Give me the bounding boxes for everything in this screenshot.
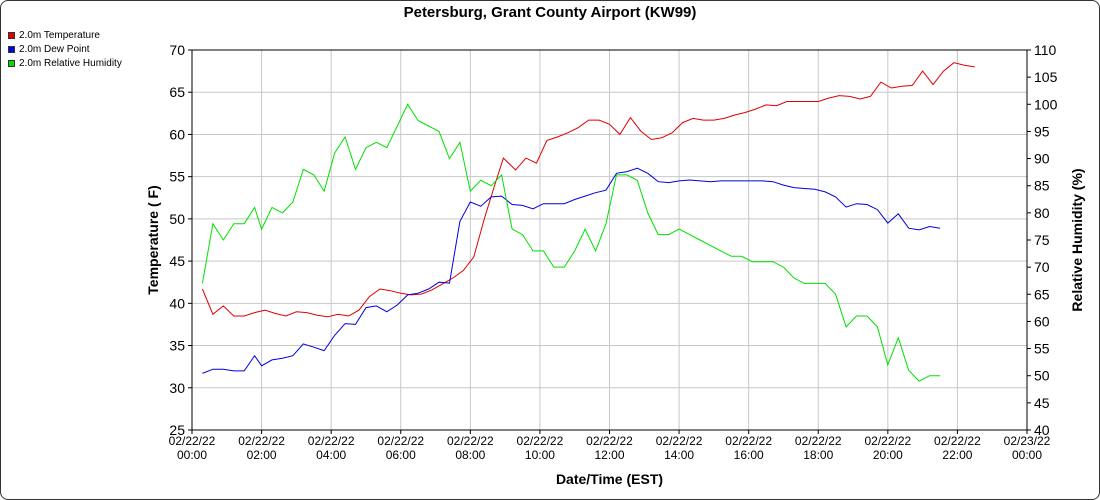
y-axis-label-right: Relative Humidity (%) [1069,168,1085,311]
x-tick-label-date: 02/22/22 [725,434,772,448]
y-tick-label-left: 35 [169,338,185,354]
y-axis-label-left: Temperature ( F) [145,185,161,294]
y-tick-label-right: 100 [1034,96,1058,112]
y-tick-label-left: 70 [169,42,185,58]
x-tick-label-date: 02/22/22 [586,434,633,448]
grid-lines [188,49,1031,434]
legend-label-relative-humidity: 2.0m Relative Humidity [19,57,122,69]
y-tick-label-right: 60 [1034,313,1050,329]
legend-swatch-relative-humidity [8,59,15,67]
x-tick-label-time: 00:00 [1012,448,1042,462]
axis-tick-labels: 02/22/2200:0002/22/2202:0002/22/2204:000… [169,42,1058,462]
series-layer [201,62,975,382]
y-tick-label-left: 50 [169,211,185,227]
y-tick-label-right: 40 [1034,422,1050,438]
x-tick-label-time: 08:00 [455,448,485,462]
legend-swatch-temperature [8,31,15,39]
series-line-2-0m-dew-point [202,167,941,374]
y-tick-label-right: 45 [1034,395,1050,411]
y-tick-label-right: 65 [1034,286,1050,302]
x-tick-label-time: 06:00 [386,448,416,462]
legend-label-dew-point: 2.0m Dew Point [19,43,90,55]
x-tick-label-time: 22:00 [942,448,972,462]
x-tick-label-date: 02/22/22 [447,434,494,448]
y-tick-label-left: 30 [169,380,185,396]
x-tick-label-date: 02/22/22 [795,434,842,448]
x-tick-label-time: 14:00 [664,448,694,462]
legend-swatch-dew-point [8,45,15,53]
x-tick-label-date: 02/22/22 [517,434,564,448]
y-tick-label-left: 25 [169,422,185,438]
legend-item-temperature: 2.0m Temperature [8,28,122,42]
y-tick-label-right: 105 [1034,69,1058,85]
x-tick-label-time: 10:00 [525,448,555,462]
y-tick-label-right: 85 [1034,178,1050,194]
legend-item-relative-humidity: 2.0m Relative Humidity [8,56,122,70]
x-tick-label-time: 04:00 [316,448,346,462]
legend-label-temperature: 2.0m Temperature [19,29,100,41]
y-tick-label-left: 55 [169,169,185,185]
x-tick-label-date: 02/23/22 [1004,434,1051,448]
x-tick-label-date: 02/22/22 [169,434,216,448]
y-tick-label-right: 55 [1034,341,1050,357]
plot-area-border [191,49,1028,431]
y-tick-label-right: 70 [1034,259,1050,275]
y-tick-label-left: 45 [169,253,185,269]
y-tick-label-right: 80 [1034,205,1050,221]
x-tick-label-time: 20:00 [873,448,903,462]
y-tick-label-left: 60 [169,126,185,142]
series-line-2-0m-relative-humidity [201,103,940,382]
x-tick-label-date: 02/22/22 [238,434,285,448]
y-tick-label-right: 50 [1034,368,1050,384]
y-tick-label-right: 75 [1034,232,1050,248]
x-tick-label-date: 02/22/22 [308,434,355,448]
x-tick-label-date: 02/22/22 [656,434,703,448]
x-tick-label-date: 02/22/22 [377,434,424,448]
y-tick-label-left: 65 [169,84,185,100]
y-tick-label-left: 40 [169,295,185,311]
x-tick-label-time: 00:00 [177,448,207,462]
legend-item-dew-point: 2.0m Dew Point [8,42,122,56]
x-tick-label-time: 16:00 [734,448,764,462]
x-tick-label-date: 02/22/22 [934,434,981,448]
y-tick-label-right: 90 [1034,151,1050,167]
chart-title: Petersburg, Grant County Airport (KW99) [403,4,697,21]
x-tick-label-time: 12:00 [594,448,624,462]
legend: 2.0m Temperature 2.0m Dew Point 2.0m Rel… [8,28,122,70]
y-tick-label-right: 110 [1034,42,1057,58]
y-tick-label-right: 95 [1034,123,1050,139]
series-line-2-0m-temperature [201,62,975,318]
x-tick-label-date: 02/22/22 [864,434,911,448]
x-axis-label: Date/Time (EST) [556,471,663,487]
x-tick-label-time: 18:00 [803,448,833,462]
x-tick-label-time: 02:00 [247,448,277,462]
